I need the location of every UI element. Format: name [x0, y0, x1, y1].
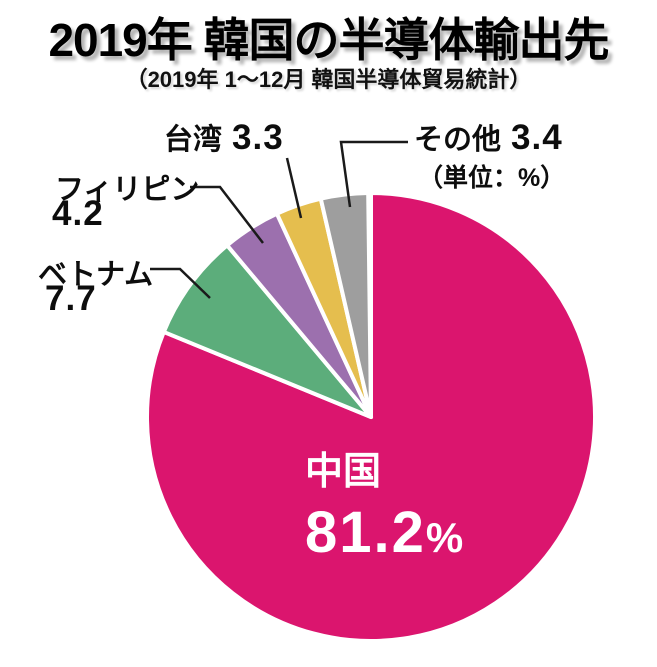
- leader-line-philippines: [190, 185, 264, 244]
- label-china-name: 中国: [305, 451, 382, 493]
- label-vietnam: ベトナム: [38, 251, 153, 293]
- label-vietnam-name: ベトナム: [38, 259, 154, 291]
- label-taiwan-value: 3.3: [232, 118, 284, 157]
- label-philippines-name: フィリピン: [55, 174, 200, 206]
- leader-line-taiwan: [285, 157, 303, 219]
- pie-slices: [144, 191, 597, 643]
- label-others: その他 3.4: [414, 116, 563, 158]
- label-vietnam-value: 7.7: [45, 279, 97, 318]
- pie-slice-1: [161, 243, 373, 419]
- label-others-value: 3.4: [511, 118, 563, 157]
- unit-note: （単位：%）: [418, 164, 566, 192]
- pie-slice-0: [144, 191, 597, 643]
- label-vietnam-value-wrap: 7.7: [45, 279, 97, 319]
- label-china-value-row: 81.2 %: [305, 499, 463, 566]
- label-china: 中国 81.2 %: [305, 440, 463, 566]
- chart-subtitle: （2019年 1～12月 韓国半導体貿易統計）: [125, 67, 532, 92]
- label-china-percent-sign: %: [425, 514, 464, 561]
- label-taiwan-name: 台湾: [164, 124, 223, 156]
- leader-line-vietnam: [150, 267, 211, 299]
- label-taiwan: 台湾 3.3: [164, 116, 284, 158]
- label-china-value: 81.2: [305, 500, 426, 565]
- label-philippines-value: 4.2: [52, 194, 104, 233]
- chart-title: 2019年 韓国の半導体輸出先: [48, 14, 609, 66]
- leader-lines: [150, 140, 408, 299]
- leader-line-others: [339, 140, 408, 208]
- pie-slice-4: [318, 191, 373, 419]
- label-others-name: その他: [414, 124, 502, 156]
- label-philippines-value-wrap: 4.2: [52, 194, 104, 234]
- label-philippines: フィリピン: [55, 166, 199, 208]
